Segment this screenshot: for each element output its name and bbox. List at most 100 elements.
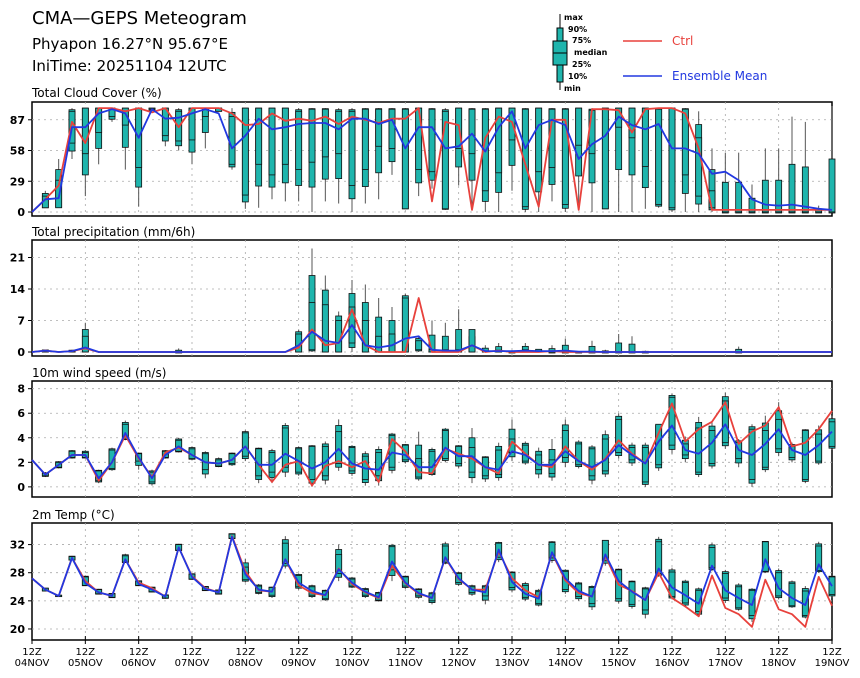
box-whisker [321,275,329,353]
box-whisker [721,392,729,449]
x-tick-date: 08NOV [228,658,263,669]
x-tick-date: 17NOV [708,658,743,669]
box-whisker [575,440,583,469]
box-inner [415,340,423,351]
box-whisker [641,442,649,487]
x-tick-hour: 12Z [609,647,629,658]
box-inner [495,107,503,174]
box-whisker [295,108,303,202]
x-tick-date: 04NOV [15,658,50,669]
box-inner [801,211,809,214]
box-inner [388,546,396,571]
box-whisker [308,445,316,487]
box-inner [81,107,89,155]
x-tick-date: 12NOV [441,658,476,669]
box-inner [588,448,596,477]
box-whisker [335,419,343,471]
box-whisker [428,108,436,189]
box-whisker [761,541,769,573]
box-whisker [668,107,676,212]
box-whisker [801,429,809,484]
box-whisker [175,108,183,151]
ensemble-mean-line [31,324,832,353]
box-whisker [561,419,569,468]
box-whisker [628,580,636,609]
box-whisker [521,108,529,212]
x-tick-date: 11NOV [388,658,423,669]
legend-box-glyph [552,14,568,90]
legend-p25-label: 25% [572,60,591,69]
box-whisker [735,152,743,214]
box-whisker [828,575,836,598]
x-tick-date: 06NOV [121,658,156,669]
box-inner [281,427,289,468]
x-axis: 12Z04NOV12Z05NOV12Z06NOV12Z07NOV12Z08NOV… [15,636,850,669]
box-inner [308,445,316,480]
y-tick-label: 7 [17,315,25,328]
box-inner [108,449,116,469]
box-whisker [695,416,703,478]
ctrl-line [31,107,832,213]
x-tick-date: 18NOV [761,658,796,669]
box-outer [721,181,729,213]
box-whisker [241,107,249,209]
box-whisker [281,536,289,569]
box-inner [641,107,649,167]
x-tick-date: 05NOV [68,658,103,669]
box-inner [775,572,783,597]
box-inner [281,107,289,165]
legend-p90-label: 90% [568,25,587,34]
box-inner [721,400,729,444]
box-inner [268,107,276,176]
y-tick-label: 2 [17,456,25,469]
box-whisker [601,430,609,478]
box-inner [761,430,769,468]
box-whisker [828,106,836,214]
box-inner [441,430,449,460]
box-whisker [335,544,343,582]
x-tick-hour: 12Z [129,647,149,658]
box-inner [641,447,649,483]
legend-min-label: min [564,84,581,93]
box-inner [548,351,556,354]
box-whisker [641,586,649,619]
box-inner [295,110,303,171]
box-whisker [175,437,183,453]
box-whisker [601,539,609,566]
panel-title-cloud: Total Cloud Cover (%) [31,86,162,100]
x-tick-date: 09NOV [281,658,316,669]
box-whisker [415,107,423,197]
box-inner [121,423,129,440]
box-inner [708,430,716,464]
box-whisker [308,108,316,212]
box-inner [335,554,343,574]
x-tick-hour: 12Z [716,647,736,658]
box-inner [721,211,729,214]
box-inner [761,211,769,214]
box-inner [615,418,623,453]
y-tick-label: 4 [17,432,25,445]
box-outer [735,181,743,213]
panel-title-wind: 10m wind speed (m/s) [32,366,166,380]
box-outer [828,158,836,213]
box-outer [455,329,463,353]
box-inner [601,539,609,562]
box-inner [375,335,383,353]
box-inner [255,448,263,477]
y-tick-label: 21 [10,252,25,265]
box-inner [601,107,609,210]
box-inner [308,302,316,351]
x-tick-date: 15NOV [601,658,636,669]
box-outer [615,342,623,353]
box-inner [441,545,449,563]
box-whisker [335,311,343,353]
box-whisker [615,413,623,459]
y-tick-label: 32 [10,539,25,552]
box-whisker [495,442,503,481]
box-inner [495,449,503,475]
box-whisker [415,336,423,352]
legend: max 90% 75% median 25% 10% min Ctrl Ense… [552,13,767,93]
panel-wind: 0 2 4 6 8 [17,380,836,498]
box-inner [655,108,663,205]
